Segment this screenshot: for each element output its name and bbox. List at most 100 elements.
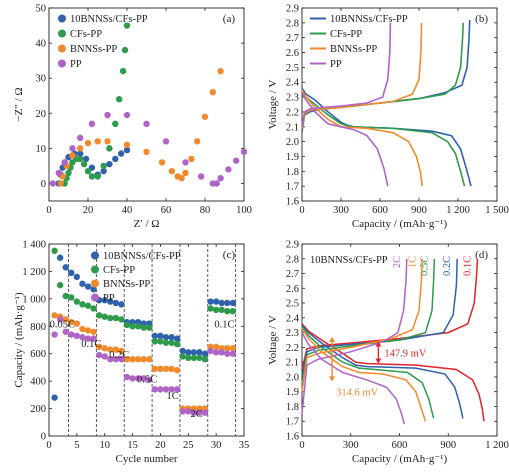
data-point: [123, 146, 131, 154]
data-point: [129, 356, 136, 363]
data-point: [173, 386, 181, 393]
data-point: [201, 409, 209, 416]
data-point: [151, 338, 159, 345]
panel-label: (b): [475, 13, 488, 25]
data-point: [95, 343, 103, 351]
data-point: [168, 339, 175, 346]
data-point: [140, 375, 147, 382]
data-point: [218, 306, 225, 314]
legend-marker: [91, 279, 99, 288]
rate-label: 0.1C: [214, 320, 234, 331]
data-point: [217, 67, 224, 75]
data-point: [73, 273, 81, 281]
x-tick-label: 300: [343, 440, 359, 451]
legend-label: BNNSs-PP: [330, 44, 377, 55]
y-tick-label: 0: [41, 179, 46, 190]
y-tick-label: 1 000: [22, 294, 46, 305]
data-point: [197, 173, 205, 180]
data-point: [196, 354, 203, 362]
y-axis-label: −Z″ / Ω: [13, 87, 25, 121]
data-point: [190, 409, 198, 416]
rate-label: 0.05C: [50, 320, 75, 331]
legend-label: CFs-PP: [103, 265, 135, 276]
charge-curve: [301, 258, 424, 392]
y-tick-label: 2.0: [286, 137, 299, 148]
x-tick-label: 5: [74, 440, 79, 451]
discharge-curve: [301, 89, 424, 187]
data-point: [123, 22, 131, 29]
data-point: [65, 169, 72, 177]
data-point: [123, 111, 131, 119]
y-tick-label: 20: [36, 109, 47, 120]
data-point: [62, 264, 69, 271]
data-point: [162, 138, 170, 145]
data-point: [101, 313, 108, 320]
y-tick-label: 30: [36, 74, 47, 85]
data-point: [207, 305, 214, 312]
plot-frame: [301, 7, 498, 202]
charge-curve: [301, 258, 408, 414]
data-point: [68, 269, 75, 276]
data-point: [107, 314, 114, 322]
data-point: [112, 314, 120, 322]
legend-label: PP: [103, 293, 115, 304]
data-point: [151, 365, 159, 372]
data-point: [106, 145, 113, 152]
y-tick-label: 1 200: [22, 267, 46, 278]
y-tick-label: 40: [36, 39, 47, 50]
legend-marker: [58, 14, 66, 23]
data-point: [77, 134, 84, 142]
data-point: [112, 299, 120, 307]
panel-a-eis-plot: 0 20 40 60 80 100 0 10 20 30 40 50 Z′ / Ω −Z″ / Ω (a) 1…: [13, 4, 252, 231]
data-point: [123, 373, 131, 381]
discharge-curve: [301, 89, 466, 187]
data-point: [179, 408, 186, 415]
data-point: [79, 301, 86, 308]
data-point: [173, 366, 181, 374]
x-tick-label: 900: [411, 205, 427, 216]
data-point: [104, 138, 111, 145]
x-tick-label: 0: [46, 205, 51, 216]
y-tick-label: 2.3: [286, 328, 299, 339]
legend-label: 10BNNSs/CFs-PP: [70, 14, 148, 25]
y-tick-label: 2.0: [286, 372, 299, 383]
data-point: [62, 292, 69, 300]
data-point: [56, 254, 64, 261]
data-point: [123, 321, 131, 329]
data-point: [212, 306, 220, 314]
rate-curve-label: 0.1C: [463, 256, 474, 276]
data-point: [107, 356, 114, 363]
data-point: [79, 334, 86, 341]
y-tick-label: 2.6: [286, 284, 299, 295]
data-point: [179, 347, 186, 355]
x-tick-label: 0: [299, 205, 304, 216]
rate-label: 0.5C: [137, 375, 157, 386]
legend-marker: [58, 29, 66, 38]
data-point: [218, 349, 225, 356]
chart-title: 10BNNSs/CFs-PP: [310, 255, 388, 266]
data-point: [123, 141, 131, 149]
data-point: [162, 339, 170, 346]
data-point: [185, 349, 192, 356]
x-tick-label: 900: [440, 440, 456, 451]
data-point: [173, 340, 181, 348]
data-point: [140, 324, 147, 331]
x-tick-label: 20: [155, 440, 166, 451]
data-point: [90, 305, 97, 312]
data-point: [185, 354, 192, 362]
data-point: [217, 174, 224, 182]
data-point: [185, 408, 192, 415]
data-point: [129, 323, 136, 330]
data-point: [49, 180, 57, 187]
panel-label: (d): [475, 249, 488, 261]
data-point: [56, 316, 64, 323]
data-point: [90, 328, 97, 335]
charge-curve: [301, 22, 423, 129]
data-point: [118, 356, 125, 363]
y-tick-label: 2.3: [286, 93, 299, 104]
data-point: [112, 120, 119, 128]
data-point: [118, 301, 125, 308]
data-point: [95, 312, 103, 319]
x-tick-label: 30: [211, 440, 222, 451]
data-point: [168, 167, 176, 175]
